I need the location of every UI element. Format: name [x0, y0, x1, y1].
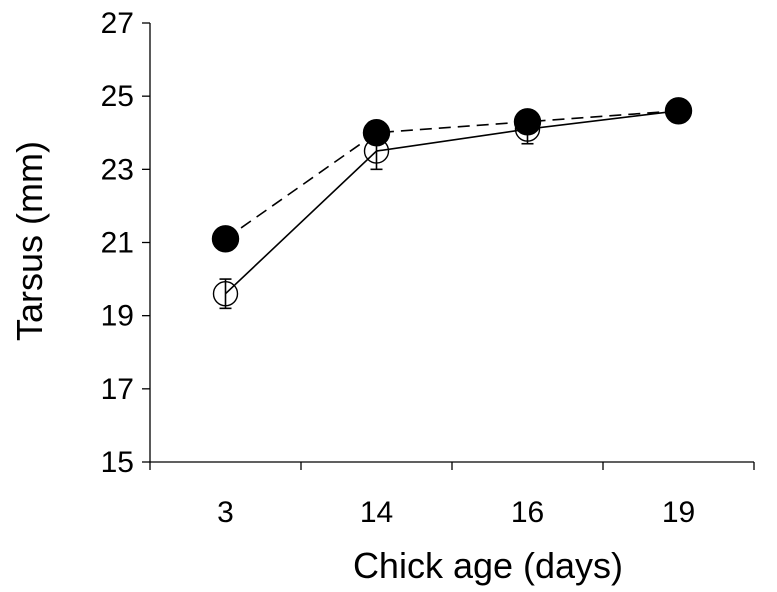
series-2	[211, 97, 693, 253]
y-tick-label: 25	[101, 80, 134, 113]
x-tick-label: 16	[511, 496, 544, 529]
x-tick-label: 14	[360, 496, 393, 529]
x-axis-title: Chick age (days)	[353, 545, 623, 586]
y-axis-title: Tarsus (mm)	[9, 141, 50, 341]
y-tick-label: 21	[101, 227, 134, 260]
filled-marker	[513, 108, 542, 136]
x-tick-label: 19	[662, 496, 695, 529]
filled-marker	[211, 225, 240, 253]
x-tick-label: 3	[217, 496, 234, 529]
series-line	[224, 110, 679, 295]
y-tick-label: 17	[101, 373, 134, 406]
open-marker	[212, 281, 239, 307]
y-tick-label: 15	[101, 446, 134, 479]
series-line	[225, 110, 679, 240]
y-tick-label: 19	[101, 300, 134, 333]
series-group	[211, 97, 693, 310]
filled-marker	[362, 119, 391, 147]
series-1	[212, 98, 692, 310]
axes: 15 17 19 21 23 25 27 3 14 16 19	[101, 7, 755, 529]
y-tick-label: 27	[101, 7, 134, 40]
y-tick-label: 23	[101, 153, 134, 186]
filled-marker	[664, 97, 693, 125]
